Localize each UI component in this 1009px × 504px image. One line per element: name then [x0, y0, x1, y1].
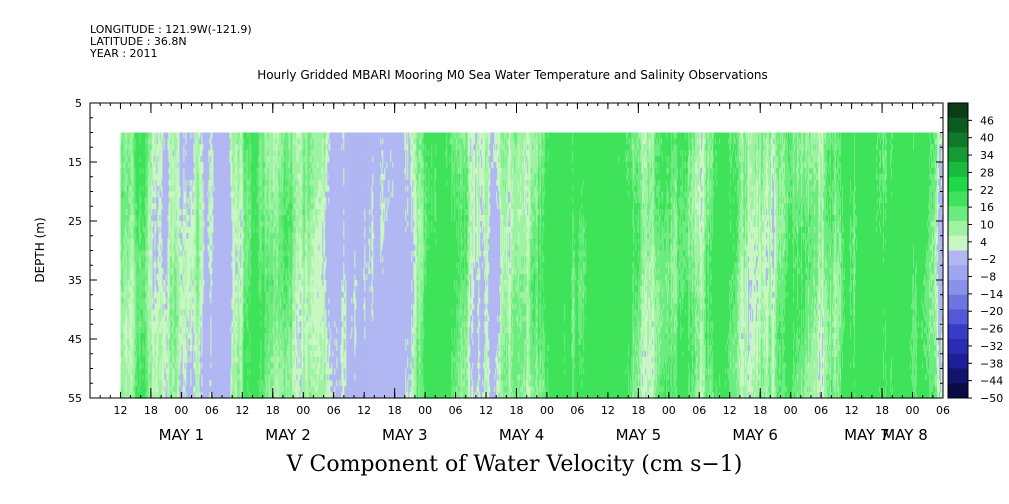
heatmap-field: [120, 133, 943, 399]
chart-svg: 5152535455512 18 00 06 12 18 00 06 12 18 00 06 12 18 0…: [0, 0, 1009, 504]
